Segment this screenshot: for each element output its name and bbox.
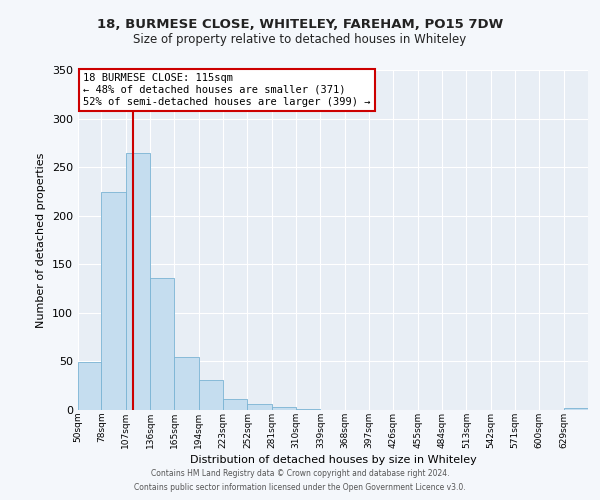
Bar xyxy=(78,362,101,410)
Bar xyxy=(150,278,175,410)
Bar xyxy=(223,400,247,410)
Y-axis label: Number of detached properties: Number of detached properties xyxy=(37,152,46,328)
Bar xyxy=(247,404,272,410)
Text: Contains HM Land Registry data © Crown copyright and database right 2024.: Contains HM Land Registry data © Crown c… xyxy=(151,468,449,477)
Bar xyxy=(126,152,150,410)
Bar xyxy=(199,380,223,410)
Text: Contains public sector information licensed under the Open Government Licence v3: Contains public sector information licen… xyxy=(134,484,466,492)
X-axis label: Distribution of detached houses by size in Whiteley: Distribution of detached houses by size … xyxy=(190,454,476,464)
Bar xyxy=(563,408,588,410)
Text: Size of property relative to detached houses in Whiteley: Size of property relative to detached ho… xyxy=(133,32,467,46)
Bar xyxy=(272,407,296,410)
Bar xyxy=(296,409,320,410)
Text: 18, BURMESE CLOSE, WHITELEY, FAREHAM, PO15 7DW: 18, BURMESE CLOSE, WHITELEY, FAREHAM, PO… xyxy=(97,18,503,30)
Bar xyxy=(175,356,199,410)
Bar xyxy=(101,192,126,410)
Text: 18 BURMESE CLOSE: 115sqm
← 48% of detached houses are smaller (371)
52% of semi-: 18 BURMESE CLOSE: 115sqm ← 48% of detach… xyxy=(83,74,371,106)
